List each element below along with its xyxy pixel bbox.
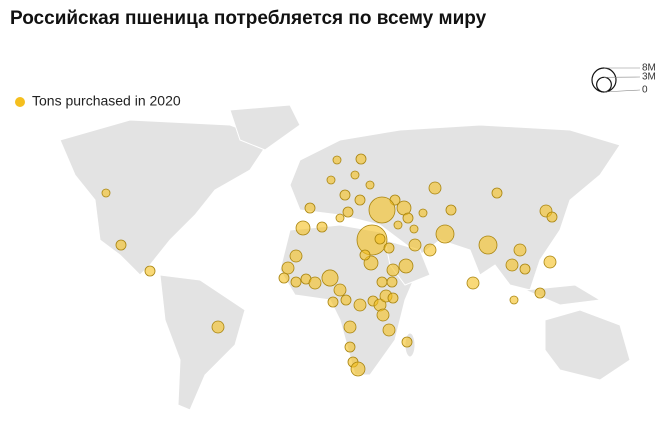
bubble [340,294,352,306]
bubble [543,255,557,269]
legend-label: Tons purchased in 2020 [32,93,181,109]
size-legend-label: 8M [642,63,656,74]
title: Российская пшеница потребляется по всему… [10,8,487,29]
bubble [335,213,345,223]
bubble [423,243,437,257]
bubble [418,208,428,218]
bubble [445,204,457,216]
bubble [289,249,303,263]
bubble [365,180,375,190]
size-legend-leader [603,89,641,93]
bubble [505,258,519,272]
bubble [386,263,400,277]
bubble [386,276,398,288]
bubble [327,296,339,308]
bubble [398,258,414,274]
bubble [408,238,422,252]
bubble [342,206,354,218]
bubble [308,276,322,290]
bubble [383,242,395,254]
bubble [356,224,388,256]
bubble [353,298,367,312]
land [59,104,631,411]
bubble [376,308,390,322]
size-legend-label: 0 [642,85,648,96]
bubble [316,221,328,233]
bubble [115,239,127,251]
south-america [159,274,246,411]
bubble [350,170,360,180]
bubble [211,320,225,334]
bubble [281,261,295,275]
bubble [519,263,531,275]
bubble [428,181,442,195]
bubble [374,233,386,245]
bubble [332,155,342,165]
bubble [382,323,396,337]
size-legend-circle [596,76,612,93]
bubble [376,276,388,288]
bubble [333,283,347,297]
bubble [513,243,527,257]
bubble [339,189,351,201]
bubble [321,269,339,287]
size-legend-label: 3M [642,72,656,83]
bubble [509,295,519,305]
bubble [409,224,419,234]
bubble [295,220,311,236]
bubble [290,276,302,288]
bubble [491,187,503,199]
bubble [401,336,413,348]
australia [544,309,631,381]
bubble [534,287,546,299]
bubble [435,224,455,244]
bubble [304,202,316,214]
bubble [350,361,366,377]
bubble [326,175,336,185]
bubble [546,211,558,223]
bubble [402,212,414,224]
bubble [359,249,371,261]
legend-swatch [15,97,25,107]
bubble [278,272,290,284]
bubble [144,265,156,277]
bubble [466,276,480,290]
north-america [59,119,271,276]
bubble [101,188,111,198]
bubble [355,153,367,165]
bubble [354,194,366,206]
bubble [387,292,399,304]
bubble [368,196,396,224]
bubble [344,341,356,353]
greenland [229,104,301,151]
bubble [393,220,403,230]
bubble [343,320,357,334]
bubble [478,235,498,255]
